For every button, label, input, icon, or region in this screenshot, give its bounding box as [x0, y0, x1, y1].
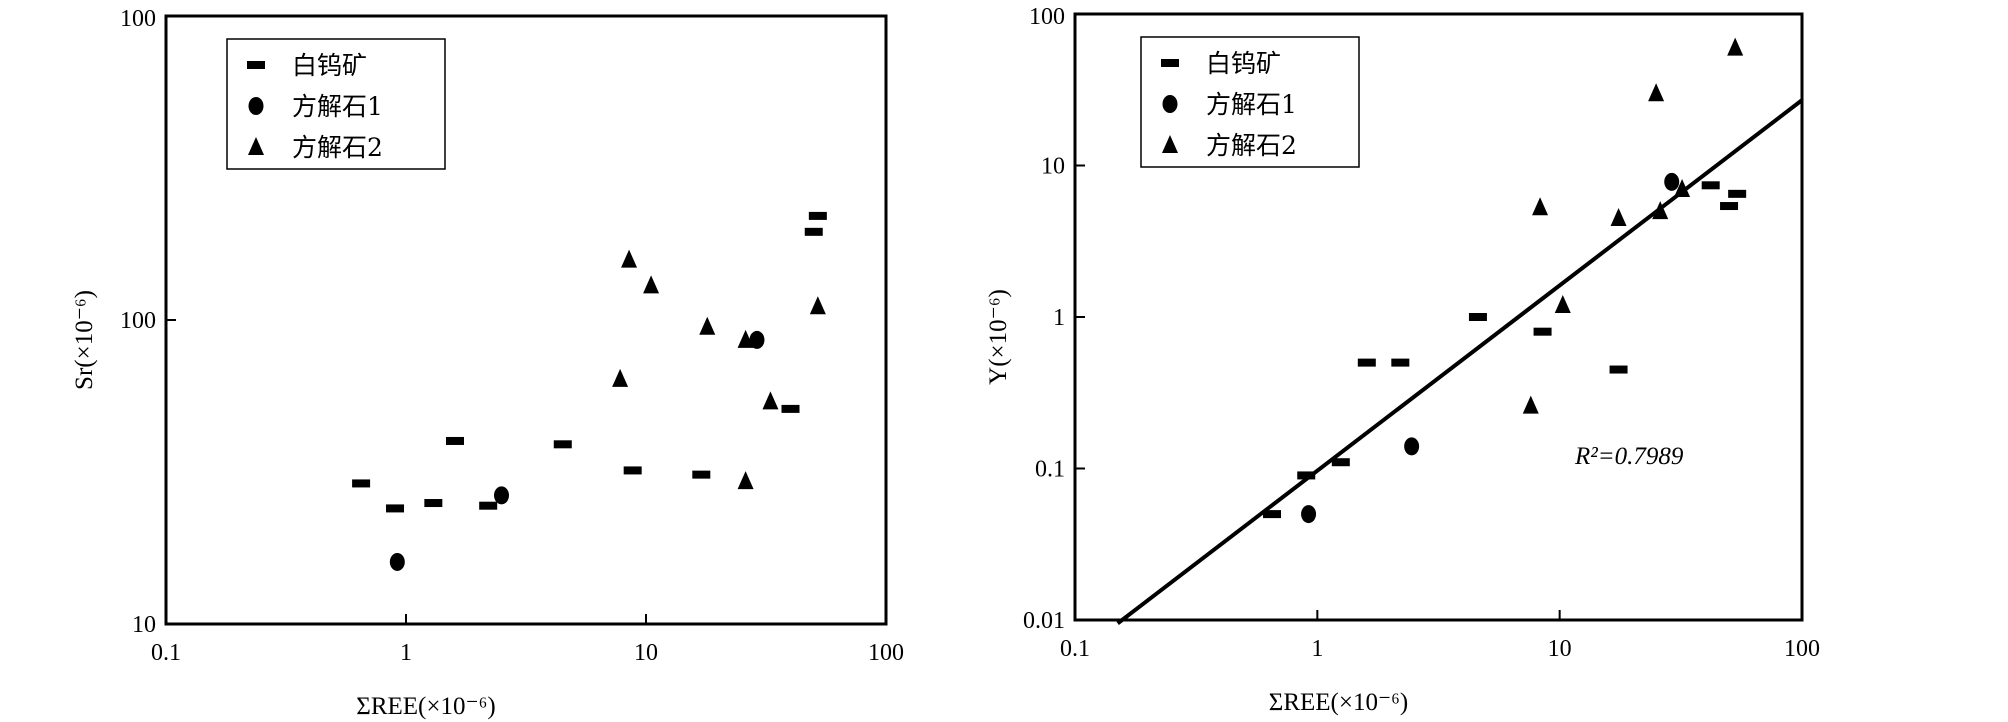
data-point — [621, 249, 638, 268]
x-tick-label: 1 — [1311, 636, 1323, 662]
y-axis-title: Sr(×10⁻⁶) — [71, 290, 98, 390]
data-point — [612, 368, 629, 387]
data-point — [808, 211, 827, 220]
data-point — [804, 227, 823, 236]
data-point — [692, 470, 711, 479]
data-point — [553, 440, 572, 449]
data-point — [623, 466, 642, 475]
data-point — [1664, 172, 1680, 191]
data-point — [1652, 201, 1669, 220]
data-point — [1391, 358, 1410, 367]
legend-marker-triangle — [248, 137, 264, 155]
x-axis-title: ΣREE(×10⁻⁶) — [1269, 689, 1408, 716]
data-point — [1404, 437, 1420, 456]
series-triangle — [1522, 37, 1744, 414]
data-point — [352, 479, 371, 488]
legend-marker-circle — [1162, 95, 1178, 113]
data-point — [737, 471, 754, 490]
data-point — [386, 504, 405, 513]
data-point — [1532, 197, 1549, 216]
y-tick-label: 100 — [120, 6, 156, 32]
data-point — [1262, 510, 1281, 519]
x-tick-label: 100 — [868, 640, 904, 666]
data-point — [424, 499, 443, 508]
data-point — [643, 275, 660, 294]
data-point — [1728, 189, 1747, 198]
legend-marker-dash — [247, 61, 265, 69]
data-point — [809, 296, 826, 315]
data-point — [389, 552, 405, 571]
data-point — [1674, 178, 1691, 197]
y-axis-title: Y(×10⁻⁶) — [985, 289, 1012, 385]
series-circle — [1301, 172, 1680, 524]
y-tick-label: 100 — [120, 308, 156, 334]
x-tick-label: 10 — [634, 640, 658, 666]
data-point — [1468, 313, 1487, 321]
y-tick-label: 100 — [1029, 4, 1065, 30]
legend-box — [226, 38, 446, 170]
data-point — [1331, 458, 1350, 467]
data-point — [1554, 295, 1571, 314]
data-point — [1727, 37, 1744, 56]
data-point — [762, 391, 779, 410]
data-point — [1701, 181, 1720, 190]
y-tick-label: 0.1 — [1035, 457, 1065, 483]
x-axis-title: ΣREE(×10⁻⁶) — [356, 693, 495, 720]
legend-label: 方解石2 — [1206, 131, 1297, 160]
data-point — [1610, 208, 1627, 227]
data-point — [445, 436, 464, 445]
legend-marker-triangle — [1162, 135, 1178, 153]
x-tick-label: 100 — [1784, 636, 1820, 662]
legend-marker-circle — [248, 97, 264, 115]
series-dash — [1262, 181, 1747, 519]
chart-panel-1: 0.1 1 10 100 10 100 100 ΣREE(×10⁻⁶) Sr(×10⁻⁶) 白钨矿… — [71, 6, 904, 720]
x-tick-label: 0.1 — [151, 640, 181, 666]
legend-label: 方解石1 — [1206, 90, 1297, 119]
legend-label: 白钨矿 — [292, 51, 367, 80]
data-point — [781, 404, 800, 413]
y-tick-label: 10 — [1041, 154, 1065, 180]
data-point — [737, 329, 754, 348]
data-point — [494, 486, 510, 505]
y-tick-label: 0.01 — [1023, 608, 1065, 634]
y-tick-label: 10 — [132, 612, 156, 638]
legend-marker-dash — [1161, 59, 1179, 67]
data-point — [749, 330, 765, 349]
data-point — [1648, 83, 1665, 102]
trend-line — [1116, 98, 1804, 625]
x-tick-label: 0.1 — [1060, 636, 1090, 662]
r-squared-label: R²=0.7989 — [1574, 443, 1684, 470]
legend-box — [1140, 36, 1360, 168]
data-point — [1720, 202, 1739, 211]
y-tick-label: 1 — [1053, 305, 1065, 331]
legend-label: 白钨矿 — [1206, 49, 1281, 78]
series-dash — [352, 211, 827, 513]
legend-label: 方解石2 — [292, 133, 383, 162]
data-point — [1522, 395, 1539, 414]
data-point — [1297, 471, 1316, 480]
data-point — [1357, 358, 1376, 367]
data-point — [479, 501, 498, 510]
data-point — [1609, 365, 1628, 374]
legend-label: 方解石1 — [292, 92, 383, 121]
x-tick-label: 1 — [400, 640, 412, 666]
data-point — [699, 316, 716, 335]
x-tick-label: 10 — [1548, 636, 1572, 662]
data-point — [1533, 327, 1552, 336]
series-triangle — [612, 249, 826, 490]
data-point — [1301, 505, 1317, 524]
chart-panel-2: 0.1 1 10 1000.010.1110100ΣREE(×10⁻⁶)Y(×10⁻⁶… — [985, 4, 1820, 716]
series-circle — [389, 330, 765, 571]
